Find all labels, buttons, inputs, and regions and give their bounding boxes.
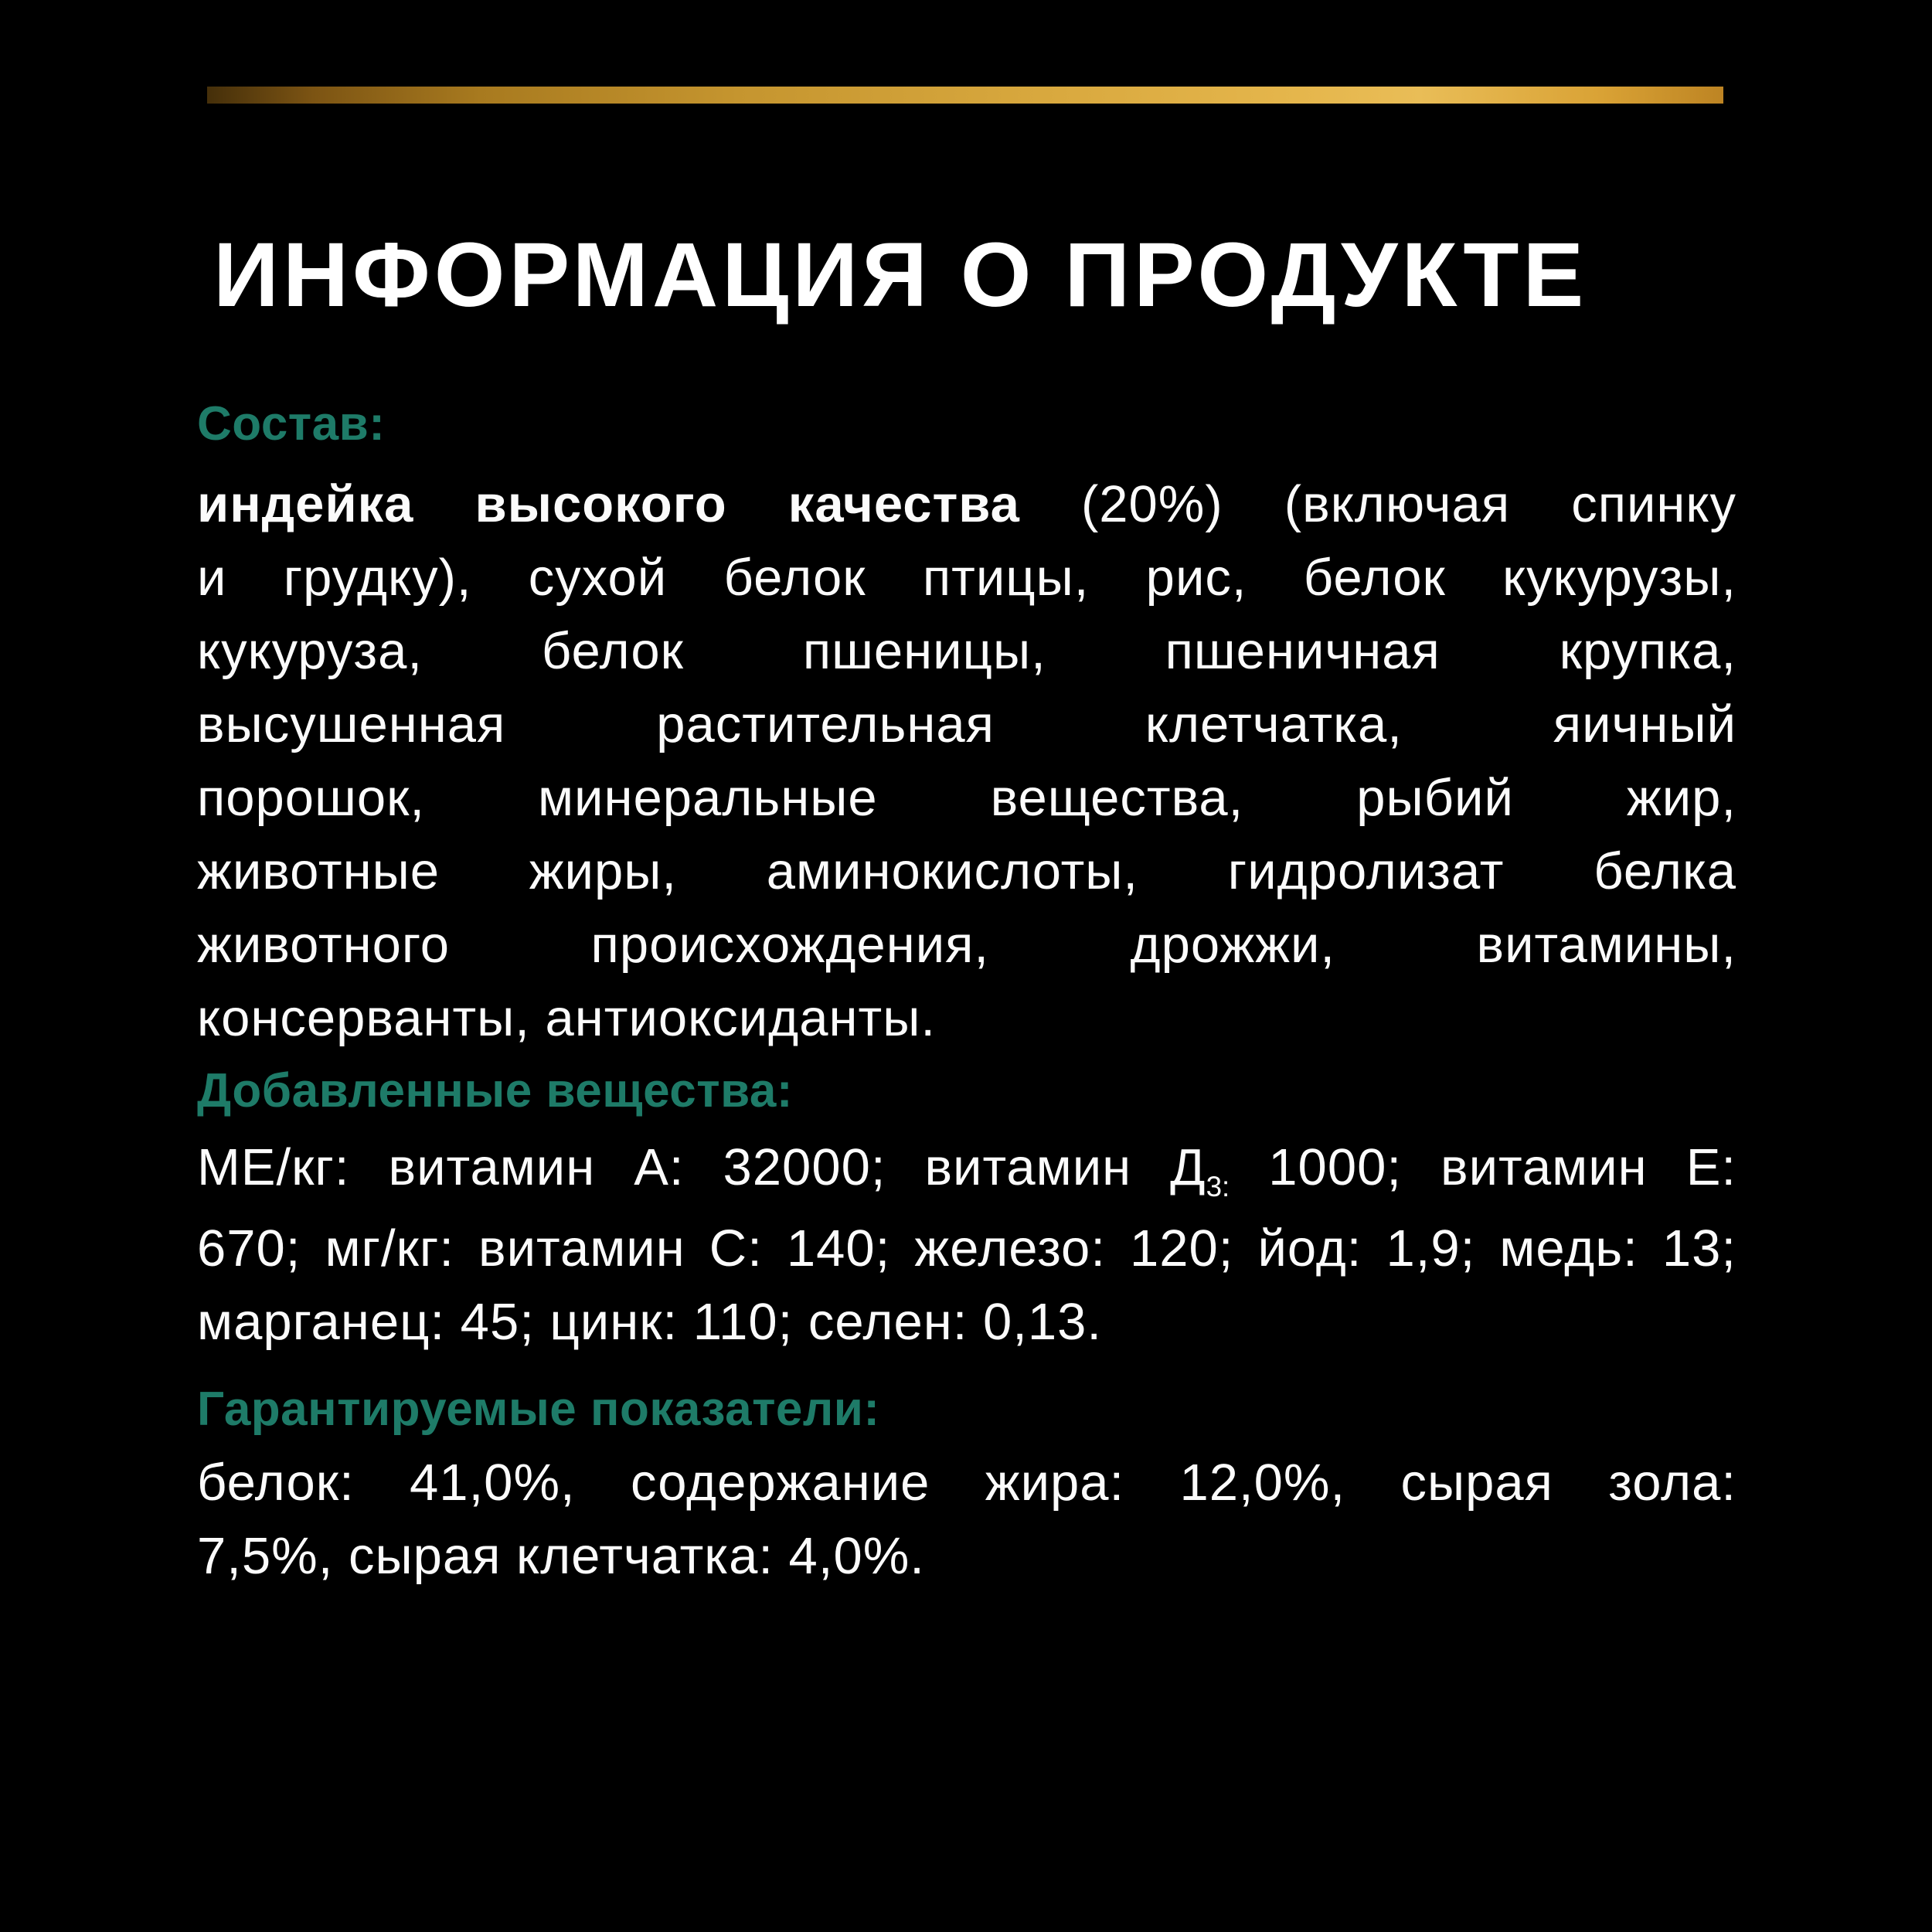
section-paragraph: белок: 41,0%, содержание жира: 12,0%, сы… — [197, 1446, 1736, 1593]
text-line: белок: 41,0%, содержание жира: 12,0%, сы… — [197, 1446, 1736, 1519]
text-segment: 1000; витамин Е: — [1230, 1138, 1736, 1196]
text-line: животного происхождения, дрожжи, витамин… — [197, 908, 1736, 981]
text-segment: МЕ/кг: витамин А: 32000; витамин Д — [197, 1138, 1206, 1196]
text-line: животные жиры, аминокислоты, гидролизат … — [197, 835, 1736, 908]
text-segment: 670; мг/кг: витамин С: 140; железо: 120;… — [197, 1219, 1736, 1277]
text-segment: консерванты, антиоксиданты. — [197, 989, 936, 1047]
text-segment: и грудку), сухой белок птицы, рис, белок… — [197, 549, 1736, 607]
text-segment: порошок, минеральные вещества, рыбий жир… — [197, 769, 1736, 827]
text-segment: индейка высокого качества — [197, 475, 1020, 533]
text-line: и грудку), сухой белок птицы, рис, белок… — [197, 541, 1736, 614]
subscript-segment: 3: — [1206, 1171, 1230, 1203]
text-line: высушенная растительная клетчатка, яичны… — [197, 688, 1736, 761]
text-line: порошок, минеральные вещества, рыбий жир… — [197, 761, 1736, 835]
section-guaranteed-analysis: Гарантируемые показатели: белок: 41,0%, с… — [197, 1386, 1736, 1593]
text-line: марганец: 45; цинк: 110; селен: 0,13. — [197, 1285, 1736, 1359]
section-additives: Добавленные вещества: МЕ/кг: витамин А: 3… — [197, 1067, 1736, 1359]
text-segment: высушенная растительная клетчатка, яичны… — [197, 696, 1736, 753]
gold-divider-bar — [207, 87, 1723, 104]
section-heading: Гарантируемые показатели: — [197, 1383, 880, 1436]
section-paragraph: МЕ/кг: витамин А: 32000; витамин Д3: 100… — [197, 1131, 1736, 1359]
text-line: индейка высокого качества (20%) (включая… — [197, 468, 1736, 541]
section-heading: Состав: — [197, 397, 386, 451]
text-segment: марганец: 45; цинк: 110; селен: 0,13. — [197, 1293, 1102, 1351]
text-segment: животного происхождения, дрожжи, витамин… — [197, 916, 1736, 974]
text-segment: 7,5%, сырая клетчатка: 4,0%. — [197, 1527, 925, 1585]
text-line: МЕ/кг: витамин А: 32000; витамин Д3: 100… — [197, 1131, 1736, 1212]
text-line: 670; мг/кг: витамин С: 140; железо: 120;… — [197, 1212, 1736, 1285]
text-line: кукуруза, белок пшеницы, пшеничная крупк… — [197, 614, 1736, 688]
section-paragraph: индейка высокого качества (20%) (включая… — [197, 468, 1736, 1055]
text-segment: животные жиры, аминокислоты, гидролизат … — [197, 842, 1736, 900]
text-segment: белок: 41,0%, содержание жира: 12,0%, сы… — [197, 1454, 1736, 1512]
section-composition: Состав: индейка высокого качества (20%) (… — [197, 400, 1736, 1055]
text-line: консерванты, антиоксиданты. — [197, 981, 1736, 1055]
section-heading: Добавленные вещества: — [197, 1064, 793, 1117]
page-title: ИНФОРМАЦИЯ О ПРОДУКТЕ — [213, 224, 1588, 327]
text-segment: кукуруза, белок пшеницы, пшеничная крупк… — [197, 622, 1736, 680]
text-line: 7,5%, сырая клетчатка: 4,0%. — [197, 1519, 1736, 1593]
text-segment: (20%) (включая спинку — [1019, 475, 1736, 533]
